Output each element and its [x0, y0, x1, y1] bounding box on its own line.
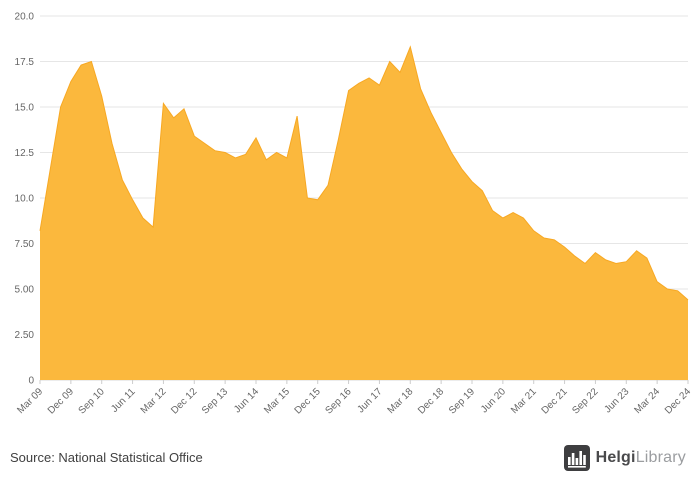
x-axis-label: Dec 21 [540, 386, 570, 416]
chart-container: 0 2.50 5.00 7.50 10.0 12.5 15.0 17.5 20.0 Mar 09 D… [15, 12, 694, 417]
y-axis-label: 17.5 [15, 57, 35, 68]
x-axis-label: Jun 11 [109, 386, 138, 415]
y-axis-label: 10.0 [15, 194, 35, 205]
helgilibrary-logo-icon [563, 444, 590, 471]
y-axis-label: 15.0 [15, 103, 35, 114]
footer: Source: National Statistical Office Helg… [0, 438, 700, 483]
x-axis-label: Dec 18 [416, 386, 446, 416]
x-axis-label: Sep 10 [77, 386, 107, 416]
x-axis-label: Dec 09 [46, 386, 76, 416]
helgilibrary-logo: HelgiLibrary [563, 444, 686, 471]
x-axis-label: Dec 15 [293, 386, 323, 416]
area-series [40, 46, 688, 381]
skyline-bars-icon [567, 450, 586, 468]
x-axis-label: Mar 15 [262, 386, 292, 416]
logo-text: HelgiLibrary [596, 449, 686, 467]
x-axis-label: Mar 18 [386, 386, 416, 416]
x-axis-label: Jun 17 [356, 386, 385, 415]
source-text: Source: National Statistical Office [10, 450, 203, 465]
x-axis-label: Mar 12 [139, 386, 169, 416]
y-axis-label: 20.0 [15, 12, 35, 23]
logo-text-library: Library [635, 448, 686, 466]
x-axis-label: Jun 20 [479, 386, 508, 415]
x-axis-label: Mar 09 [15, 386, 45, 416]
y-axis-label: 5.00 [15, 285, 35, 296]
x-axis-label: Mar 24 [632, 386, 662, 416]
y-axis-label: 12.5 [15, 148, 35, 159]
x-axis-label: Sep 16 [324, 386, 354, 416]
y-axis-label: 2.50 [15, 330, 35, 341]
x-axis-label: Jun 23 [602, 386, 631, 415]
x-axis-label: Sep 19 [447, 386, 477, 416]
y-axis-label: 0 [28, 376, 34, 387]
x-axis-label: Sep 22 [570, 386, 600, 416]
x-axis-label: Dec 12 [169, 386, 199, 416]
logo-text-helgi: Helgi [595, 448, 636, 466]
x-axis-label: Sep 13 [200, 386, 230, 416]
x-axis-label: Dec 24 [663, 386, 693, 416]
series-line [39, 45, 689, 301]
y-axis-label: 7.50 [15, 239, 35, 250]
x-axis-label: Mar 21 [509, 386, 539, 416]
x-axis-label: Jun 14 [232, 386, 261, 415]
